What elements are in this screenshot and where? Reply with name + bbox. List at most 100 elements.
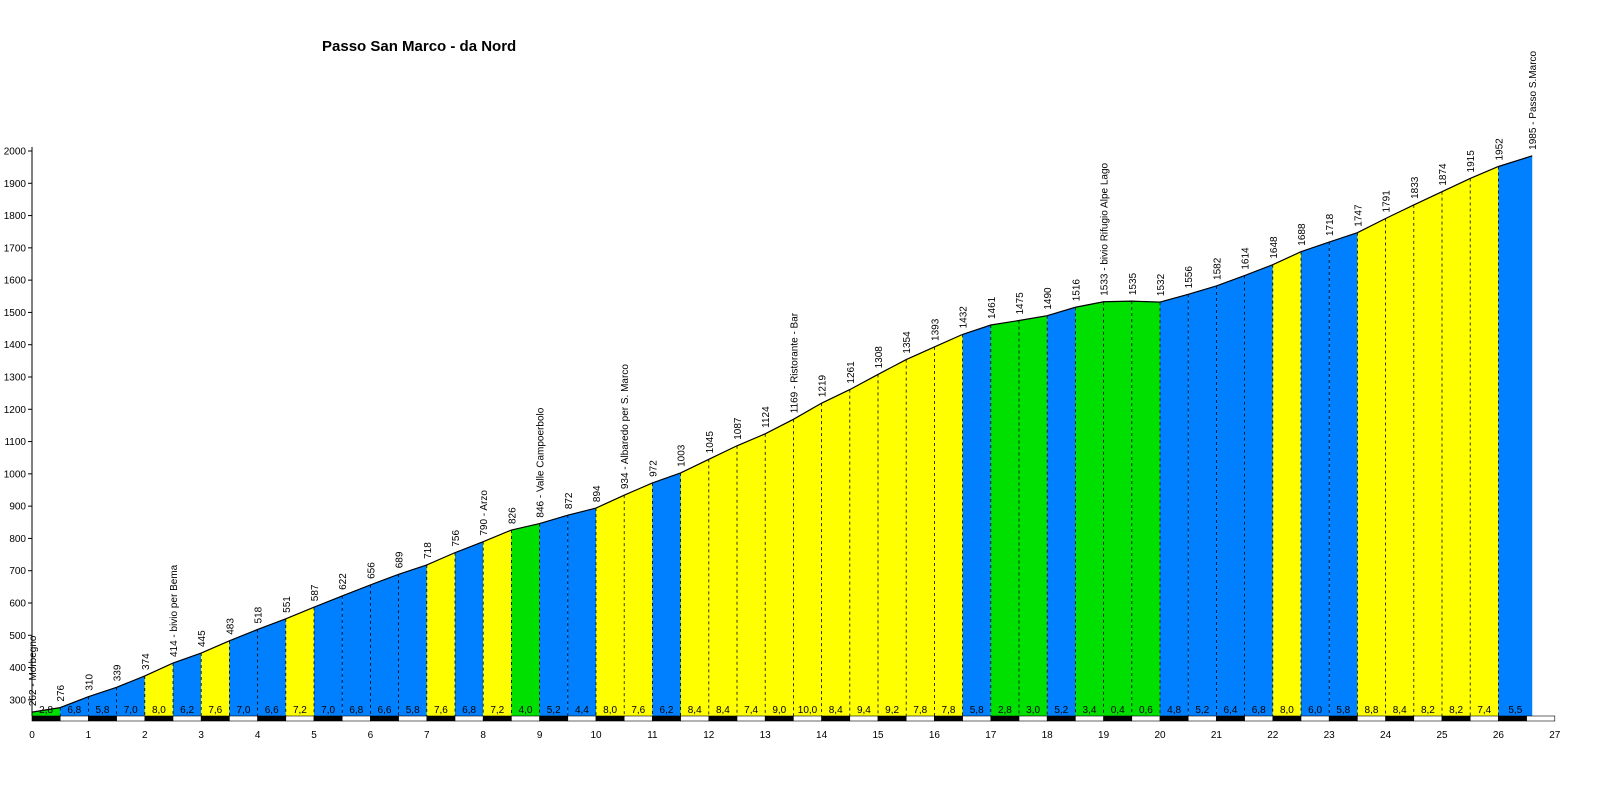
x-axis-bar-segment <box>370 715 399 722</box>
x-axis-bar-segment <box>341 715 371 722</box>
gradient-label: 5,2 <box>1195 705 1209 716</box>
elevation-label: 483 <box>225 618 236 635</box>
x-axis-bar-segment <box>1469 715 1499 722</box>
x-tick-label: 23 <box>1324 730 1336 741</box>
elevation-label: 934 - Albaredo per S. Marco <box>620 364 631 490</box>
x-axis-bar-segment <box>849 715 879 722</box>
gradient-label: 8,4 <box>829 705 843 716</box>
gradient-label: 5,5 <box>1508 705 1522 716</box>
elevation-label: 310 <box>84 674 95 691</box>
x-tick-label: 19 <box>1098 730 1110 741</box>
profile-segment <box>1103 301 1132 716</box>
profile-segment <box>680 459 709 716</box>
profile-segment <box>1413 191 1442 716</box>
gradient-label: 5,8 <box>970 705 984 716</box>
x-tick-label: 13 <box>760 730 772 741</box>
elevation-label: 1874 <box>1438 163 1449 186</box>
gradient-label: 7,8 <box>942 705 956 716</box>
elevation-label: 1688 <box>1297 223 1308 246</box>
profile-segment <box>511 523 540 716</box>
profile-segment <box>426 552 455 716</box>
elevation-label: 1582 <box>1212 257 1223 280</box>
x-axis-bar-segment <box>1328 715 1358 722</box>
x-axis-bar-segment <box>313 715 343 722</box>
x-axis-bar-segment <box>1187 715 1217 722</box>
profile-segment <box>1357 218 1386 716</box>
profile-segment <box>1470 166 1499 717</box>
profile-segment <box>370 574 399 716</box>
y-tick-label: 1600 <box>4 276 27 287</box>
x-tick-label: 10 <box>590 730 602 741</box>
x-tick-label: 24 <box>1380 730 1392 741</box>
x-tick-label: 11 <box>647 730 658 741</box>
y-tick-label: 500 <box>9 631 26 642</box>
gradient-label: 8,8 <box>1365 705 1379 716</box>
y-tick-label: 1200 <box>4 405 27 416</box>
elevation-label: 1614 <box>1241 247 1252 270</box>
y-tick-label: 1800 <box>4 211 27 222</box>
elevation-label: 1475 <box>1015 292 1026 315</box>
gradient-label: 5,8 <box>406 705 420 716</box>
elevation-label: 894 <box>592 485 603 502</box>
elevation-label: 1308 <box>874 346 885 369</box>
x-axis-bar-segment <box>877 715 907 722</box>
x-tick-label: 26 <box>1493 730 1505 741</box>
gradient-label: 0,6 <box>1139 705 1153 716</box>
x-axis-bar-segment <box>1272 715 1302 722</box>
profile-line <box>31 155 1533 713</box>
y-tick-label: 400 <box>9 663 26 674</box>
profile-segment <box>1272 251 1301 716</box>
gradient-label: 8,2 <box>1449 705 1463 716</box>
elevation-label: 872 <box>564 492 575 509</box>
profile-segment <box>1244 264 1273 716</box>
x-axis-bar-segment <box>1216 715 1245 722</box>
x-tick-label: 12 <box>703 730 715 741</box>
profile-segment <box>1047 307 1076 716</box>
elevation-label: 656 <box>366 562 377 579</box>
x-axis-bar-segment <box>511 715 540 722</box>
x-axis-bar-segment <box>1441 715 1471 722</box>
elevation-label: 1833 <box>1410 176 1421 199</box>
gradient-label: 7,8 <box>913 705 927 716</box>
profile-segment <box>934 334 963 716</box>
x-axis-bar-segment <box>59 715 89 722</box>
elevation-label: 1219 <box>818 374 829 397</box>
gradient-label: 8,0 <box>603 705 617 716</box>
elevation-label: 826 <box>507 507 518 524</box>
x-tick-label: 0 <box>29 730 35 741</box>
gradient-label: 9,4 <box>857 705 871 716</box>
elevation-label: 1003 <box>677 444 688 467</box>
x-axis-bar-segment <box>426 715 456 722</box>
gradient-label: 6,8 <box>462 705 476 716</box>
profile-segment <box>173 653 202 716</box>
x-axis-bar-segment <box>144 715 174 722</box>
x-axis-bar-segment <box>708 715 738 722</box>
gradient-label: 8,4 <box>1393 705 1407 716</box>
x-axis-bar-segment <box>567 715 597 722</box>
profile-segment <box>624 482 653 716</box>
profile-segment <box>1075 301 1104 716</box>
elevation-label: 1985 - Passo S.Marco <box>1528 50 1539 149</box>
x-axis-bar-segment <box>539 715 569 722</box>
x-axis-bar-segment <box>1498 715 1527 722</box>
gradient-label: 6,6 <box>378 705 392 716</box>
elevation-label: 1087 <box>733 417 744 440</box>
x-tick-label: 22 <box>1267 730 1279 741</box>
profile-segment <box>737 433 766 716</box>
elevation-label: 846 - Valle Campoerbolo <box>536 407 547 517</box>
y-tick-label: 1500 <box>4 308 27 319</box>
profile-segment <box>596 495 625 716</box>
gradient-label: 9,0 <box>772 705 786 716</box>
elevation-label: 1354 <box>902 331 913 354</box>
x-tick-label: 6 <box>368 730 374 741</box>
elevation-label: 1747 <box>1353 204 1364 227</box>
gradient-label: 6,2 <box>660 705 674 716</box>
gradient-label: 6,6 <box>265 705 279 716</box>
x-axis-bar-segment <box>680 715 710 722</box>
x-axis-bar-segment <box>1526 715 1556 722</box>
y-tick-label: 1400 <box>4 340 27 351</box>
x-tick-label: 7 <box>424 730 430 741</box>
x-axis-bar-segment <box>1413 715 1443 722</box>
x-axis-bar-segment <box>31 715 61 722</box>
x-axis-bar-segment <box>229 715 258 722</box>
